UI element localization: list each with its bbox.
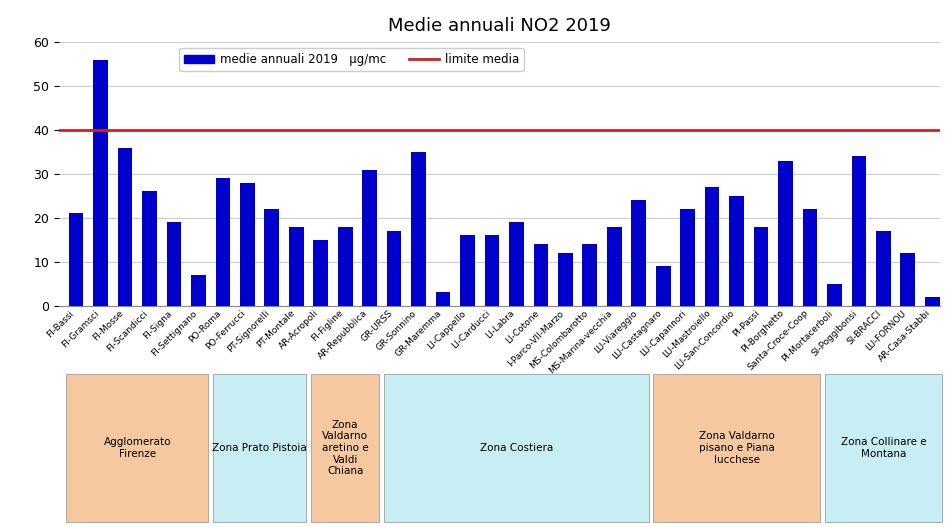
Legend: medie annuali 2019   μg/mc, limite media: medie annuali 2019 μg/mc, limite media [179, 48, 524, 71]
Bar [803, 209, 818, 306]
Bar [656, 266, 670, 306]
Bar [583, 244, 597, 306]
Bar [558, 253, 573, 306]
Bar [265, 209, 279, 306]
Bar [142, 191, 157, 306]
Bar [311, 374, 380, 522]
Bar [213, 374, 307, 522]
Title: Medie annuali NO2 2019: Medie annuali NO2 2019 [387, 17, 611, 35]
Bar [925, 297, 940, 306]
Bar [67, 374, 208, 522]
Bar [118, 148, 132, 306]
Bar [167, 222, 181, 306]
Bar [215, 178, 230, 306]
Bar [69, 213, 84, 306]
Bar [631, 200, 646, 306]
Bar [313, 240, 328, 306]
Bar [385, 374, 648, 522]
Text: Zona
Valdarno
aretino e
Valdi
Chiana: Zona Valdarno aretino e Valdi Chiana [322, 419, 368, 476]
Bar [191, 275, 206, 306]
Bar [533, 244, 548, 306]
Bar [851, 157, 866, 306]
Text: Zona Valdarno
pisano e Piana
lucchese: Zona Valdarno pisano e Piana lucchese [699, 432, 775, 464]
Bar [653, 374, 820, 522]
Bar [436, 292, 450, 306]
Bar [338, 227, 352, 306]
Bar [778, 161, 793, 306]
Bar [411, 152, 426, 306]
Bar [729, 196, 744, 306]
Bar [876, 231, 891, 306]
Bar [607, 227, 622, 306]
Bar [681, 209, 695, 306]
Bar [93, 60, 108, 306]
Bar [460, 236, 475, 306]
Bar [240, 183, 255, 306]
Text: Zona Prato Pistoia: Zona Prato Pistoia [212, 443, 307, 453]
Text: Zona Collinare e
Montana: Zona Collinare e Montana [841, 437, 926, 458]
Bar [509, 222, 524, 306]
Text: Zona Costiera: Zona Costiera [480, 443, 553, 453]
Text: Agglomerato
Firenze: Agglomerato Firenze [104, 437, 171, 458]
Bar [901, 253, 915, 306]
Bar [827, 284, 842, 306]
Bar [387, 231, 402, 306]
Bar [363, 170, 377, 306]
Bar [704, 187, 720, 306]
Bar [289, 227, 304, 306]
Bar [754, 227, 768, 306]
Bar [485, 236, 499, 306]
Bar [824, 374, 942, 522]
